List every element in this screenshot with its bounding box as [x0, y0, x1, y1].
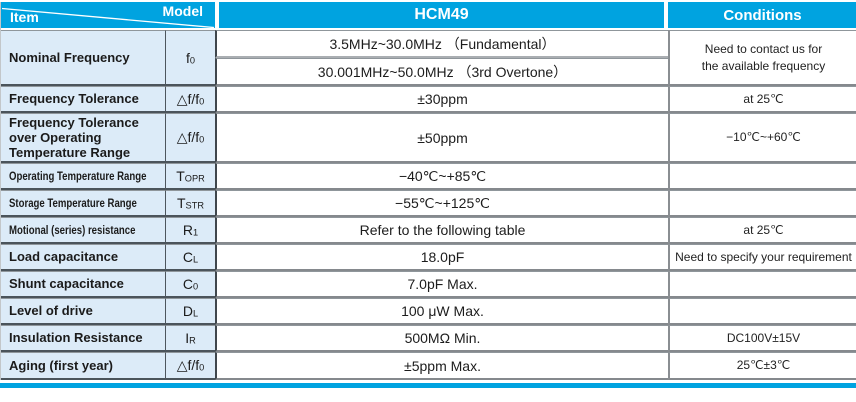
symbol-cell: R1 [165, 217, 215, 244]
symbol-base: D [182, 303, 193, 319]
item-label: Storage Temperature Range [1, 190, 165, 217]
symbol-base: △f/f [176, 129, 200, 145]
symbol-subscript: L [192, 308, 199, 319]
item-label: Level of drive [1, 298, 165, 325]
table-row-storage-temperature-range: Storage Temperature Range TSTR −55℃~+125… [1, 190, 856, 217]
table-row-frequency-tolerance: Frequency Tolerance △f/f0 ±30ppm at 25℃ [1, 86, 856, 113]
conditions-header: Conditions [668, 2, 856, 30]
condition-cell [668, 190, 856, 217]
diagonal-divider [1, 7, 215, 28]
symbol-base: T [176, 168, 185, 184]
condition-cell: at 25℃ [668, 217, 856, 244]
symbol-cell: △f/f0 [165, 113, 215, 163]
symbol-cell: △f/f0 [165, 86, 215, 113]
item-label: Frequency Tolerance [1, 86, 165, 113]
spec-value: ±5ppm Max. [215, 352, 668, 380]
symbol-subscript: R [189, 335, 196, 346]
item-label-text: Motional (series) resistance [9, 223, 136, 238]
product-header: HCM49 [215, 2, 668, 30]
spec-value: ±50ppm [215, 113, 668, 163]
symbol-subscript: 1 [192, 227, 199, 238]
condition-cell [668, 298, 856, 325]
symbol-cell: CL [165, 244, 215, 271]
table-row-shunt-capacitance: Shunt capacitance C0 7.0pF Max. [1, 271, 856, 298]
table-row-level-of-drive: Level of drive DL 100 μW Max. [1, 298, 856, 325]
spec-table: Item Model HCM49 Conditions Nominal Freq… [0, 2, 856, 380]
symbol-subscript: 0 [199, 362, 205, 373]
symbol-cell: DL [165, 298, 215, 325]
symbol-base: C [182, 276, 193, 292]
spec-value: −40℃~+85℃ [215, 163, 668, 190]
symbol-cell: IR [165, 325, 215, 352]
symbol-base: C [182, 249, 193, 265]
symbol-cell: TSTR [165, 190, 215, 217]
condition-cell: DC100V±15V [668, 325, 856, 352]
symbol-base: R [182, 222, 193, 238]
spec-value-fundamental: 3.5MHz~30.0MHz （Fundamental） [215, 30, 668, 58]
item-label: Insulation Resistance [1, 325, 165, 352]
table-row-motional-resistance: Motional (series) resistance R1 Refer to… [1, 217, 856, 244]
model-header-label: Model [162, 3, 203, 19]
spec-value: 100 μW Max. [215, 298, 668, 325]
symbol-subscript: L [192, 254, 199, 265]
condition-cell [668, 163, 856, 190]
table-row-insulation-resistance: Insulation Resistance IR 500MΩ Min. DC10… [1, 325, 856, 352]
table-row-operating-temperature-range: Operating Temperature Range TOPR −40℃~+8… [1, 163, 856, 190]
item-label: Shunt capacitance [1, 271, 165, 298]
spec-sheet: Item Model HCM49 Conditions Nominal Freq… [0, 2, 856, 388]
table-row-aging: Aging (first year) △f/f0 ±5ppm Max. 25℃±… [1, 352, 856, 380]
item-label: Aging (first year) [1, 352, 165, 380]
symbol-subscript: 0 [199, 134, 205, 145]
item-label: Operating Temperature Range [1, 163, 165, 190]
bottom-accent-bar [0, 383, 856, 388]
item-label-text: Storage Temperature Range [9, 196, 137, 211]
symbol-base: I [185, 330, 190, 346]
symbol-subscript: 0 [189, 54, 196, 65]
spec-value: Refer to the following table [215, 217, 668, 244]
item-label-text: Operating Temperature Range [9, 169, 147, 184]
spec-value: 500MΩ Min. [215, 325, 668, 352]
condition-cell: at 25℃ [668, 86, 856, 113]
symbol-subscript: 0 [192, 281, 199, 292]
condition-line: Need to contact us for [704, 42, 823, 57]
table-row-nominal-frequency-overtone: 30.001MHz~50.0MHz （3rd Overtone） [1, 58, 856, 86]
condition-cell: Need to specify your requirement [668, 244, 856, 271]
spec-value-overtone: 30.001MHz~50.0MHz （3rd Overtone） [215, 58, 668, 86]
symbol-base: T [176, 195, 186, 211]
spec-value: 7.0pF Max. [215, 271, 668, 298]
symbol-cell: f0 [165, 30, 215, 86]
table-row-frequency-tolerance-over-range: Frequency Tolerance over Operating Tempe… [1, 113, 856, 163]
table-row-nominal-frequency: Nominal Frequency f0 3.5MHz~30.0MHz （Fun… [1, 30, 856, 86]
symbol-base: △f/f [176, 90, 200, 107]
symbol-base: f [185, 49, 190, 66]
item-label: Nominal Frequency [1, 30, 165, 86]
condition-cell: 25℃±3℃ [668, 352, 856, 380]
item-label: Motional (series) resistance [1, 217, 165, 244]
item-header-label: Item [10, 9, 39, 25]
header-row: Item Model HCM49 Conditions [1, 2, 856, 30]
spec-value: 18.0pF [215, 244, 668, 271]
item-model-header: Item Model [1, 2, 215, 30]
symbol-subscript: STR [185, 200, 205, 211]
table-row-load-capacitance: Load capacitance CL 18.0pF Need to speci… [1, 244, 856, 271]
symbol-cell: △f/f0 [165, 352, 215, 380]
spec-value: −55℃~+125℃ [215, 190, 668, 217]
item-label: Load capacitance [1, 244, 165, 271]
symbol-base: △f/f [176, 357, 200, 373]
symbol-subscript: OPR [184, 173, 205, 184]
symbol-cell: C0 [165, 271, 215, 298]
condition-cell: Need to contact us for the available fre… [668, 30, 856, 86]
condition-cell [668, 271, 856, 298]
spec-value: ±30ppm [215, 86, 668, 113]
symbol-subscript: 0 [199, 95, 205, 106]
condition-cell: −10℃~+60℃ [668, 113, 856, 163]
condition-line: the available frequency [701, 58, 826, 73]
item-label: Frequency Tolerance over Operating Tempe… [1, 113, 165, 163]
symbol-cell: TOPR [165, 163, 215, 190]
